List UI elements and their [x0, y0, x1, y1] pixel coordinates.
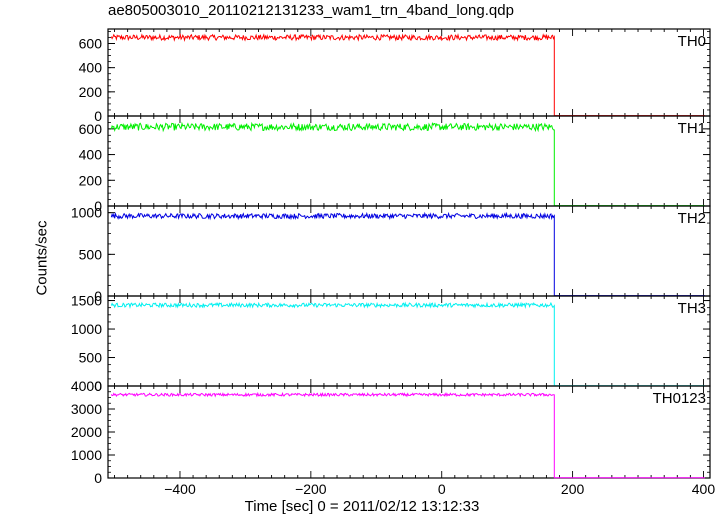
y-tick-label: 2000 [71, 424, 102, 440]
y-tick-label: 1500 [71, 293, 102, 309]
series-line-th3 [110, 301, 705, 387]
panel-th2: 0 500 1000 TH2 [71, 205, 711, 304]
panel-th0123: 0 1000 2000 3000 4000 TH0123 [71, 378, 711, 486]
panel-frame [107, 205, 711, 297]
chart-title: ae805003010_20110212131233_wam1_trn_4ban… [108, 2, 514, 19]
panel-frame [107, 28, 711, 117]
x-tick-label: 200 [561, 481, 585, 497]
panel-label: TH0 [678, 33, 706, 50]
panel-th3: 0 500 1000 1500 TH3 [71, 293, 711, 394]
y-tick-label: 400 [79, 60, 103, 76]
panel-th1: 0 200 400 600 TH1 [79, 115, 711, 214]
y-tick-label: 0 [94, 288, 102, 304]
x-tick-label: −200 [295, 481, 327, 497]
panel-label: TH0123 [653, 390, 706, 407]
series-line-th1 [110, 121, 705, 207]
y-tick-label: 1000 [71, 205, 102, 221]
y-tick-label: 500 [79, 350, 103, 366]
x-axis-label: Time [sec] 0 = 2011/02/12 13:12:33 [244, 498, 480, 515]
y-tick-label: 0 [94, 470, 102, 486]
series-line-th2 [110, 211, 705, 297]
panel-label: TH1 [678, 120, 706, 137]
y-tick-label: 200 [79, 84, 103, 100]
y-tick-label: 400 [79, 147, 103, 163]
panel-label: TH2 [678, 210, 706, 227]
y-tick-label: 0 [94, 198, 102, 214]
y-tick-label: 600 [79, 121, 103, 137]
y-tick-label: 600 [79, 36, 103, 52]
panel-frame [107, 115, 711, 207]
y-tick-label: 0 [94, 108, 102, 124]
y-tick-label: 0 [94, 378, 102, 394]
y-tick-label: 4000 [71, 378, 102, 394]
panel-label: TH3 [678, 300, 706, 317]
x-tick-label: −400 [164, 481, 196, 497]
y-tick-label: 200 [79, 172, 103, 188]
y-tick-label: 500 [79, 246, 103, 262]
x-tick-label: 400 [692, 481, 716, 497]
series-line-th0123 [110, 391, 705, 479]
panel-frame [107, 385, 711, 479]
y-tick-label: 1000 [71, 321, 102, 337]
panel-frame [107, 295, 711, 387]
panel-th0: 0 200 400 600 TH0 [79, 28, 711, 124]
series-line-th0 [110, 33, 705, 117]
y-tick-label: 3000 [71, 401, 102, 417]
y-tick-label: 1000 [71, 447, 102, 463]
x-tick-label: 0 [438, 481, 446, 497]
